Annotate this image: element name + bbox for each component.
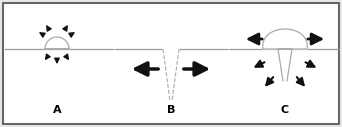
Text: A: A xyxy=(53,105,61,115)
Polygon shape xyxy=(45,37,69,49)
FancyBboxPatch shape xyxy=(3,3,339,124)
Polygon shape xyxy=(263,29,307,81)
Polygon shape xyxy=(163,49,179,101)
Text: B: B xyxy=(167,105,175,115)
Text: C: C xyxy=(281,105,289,115)
